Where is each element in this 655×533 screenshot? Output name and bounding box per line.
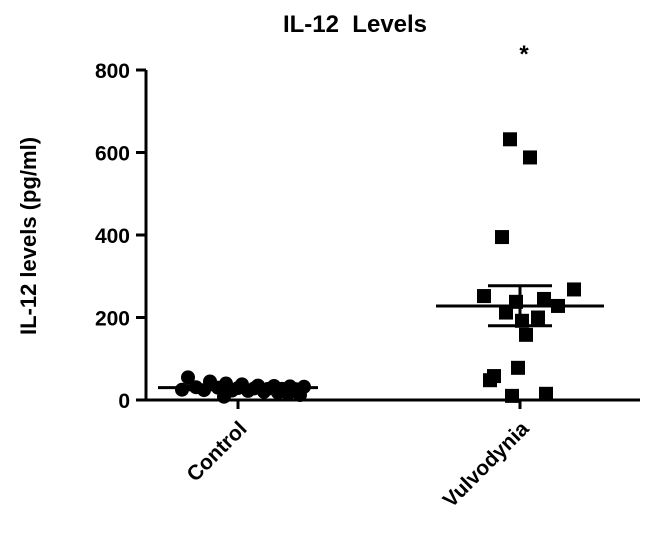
- data-point: [495, 230, 509, 245]
- data-point: [483, 373, 497, 388]
- data-point: [217, 389, 231, 404]
- data-point: [539, 386, 553, 401]
- annotations: *: [519, 41, 529, 68]
- x-tick-label: Vulvodynia: [439, 417, 534, 512]
- x-tick-label: Control: [182, 417, 251, 486]
- data-point: [537, 291, 551, 306]
- data-point: [523, 150, 537, 165]
- data-points: [175, 132, 581, 404]
- x-ticks: Control Vulvodynia: [182, 400, 534, 512]
- data-point: [567, 282, 581, 297]
- chart-title: IL-12 Levels: [283, 11, 427, 38]
- y-tick-label: 400: [95, 225, 130, 248]
- y-tick-label: 800: [95, 60, 130, 83]
- significance-marker: *: [519, 41, 529, 68]
- mean-sem-bars: [158, 284, 604, 392]
- axes: [144, 70, 640, 402]
- y-tick-label: 600: [95, 143, 130, 166]
- data-point: [511, 360, 525, 375]
- data-point: [477, 289, 491, 304]
- data-point: [499, 305, 513, 320]
- data-point: [531, 310, 545, 325]
- y-tick-label: 0: [118, 390, 130, 413]
- y-ticks: 0 200 400 600 800: [95, 60, 146, 413]
- data-point: [505, 388, 519, 403]
- data-point: [503, 132, 517, 147]
- data-point: [293, 388, 307, 403]
- y-tick-label: 200: [95, 308, 130, 331]
- y-axis-label: IL-12 levels (pg/ml): [16, 137, 41, 335]
- data-point: [181, 370, 195, 385]
- data-point: [519, 327, 533, 342]
